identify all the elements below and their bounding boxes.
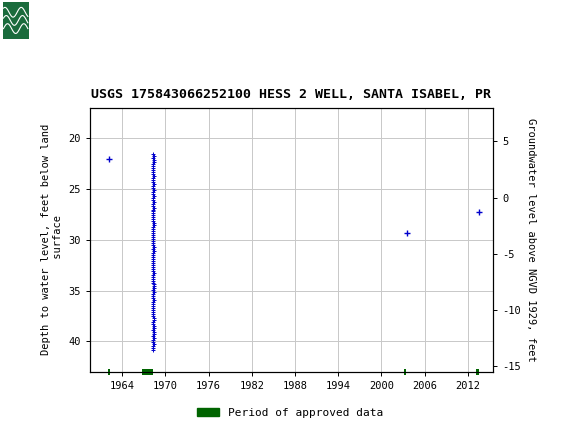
Title: USGS 175843066252100 HESS 2 WELL, SANTA ISABEL, PR: USGS 175843066252100 HESS 2 WELL, SANTA … [92, 88, 491, 101]
Bar [476, 369, 478, 375]
Legend: Period of approved data: Period of approved data [193, 403, 387, 422]
Bar [142, 369, 153, 375]
Bar [108, 369, 110, 375]
Bar [3, 2, 55, 39]
Bar [3, 2, 29, 39]
Y-axis label: Groundwater level above NGVD 1929, feet: Groundwater level above NGVD 1929, feet [526, 118, 537, 362]
Y-axis label: Depth to water level, feet below land
 surface: Depth to water level, feet below land su… [41, 124, 63, 355]
Bar [404, 369, 406, 375]
Text: USGS: USGS [32, 12, 79, 27]
